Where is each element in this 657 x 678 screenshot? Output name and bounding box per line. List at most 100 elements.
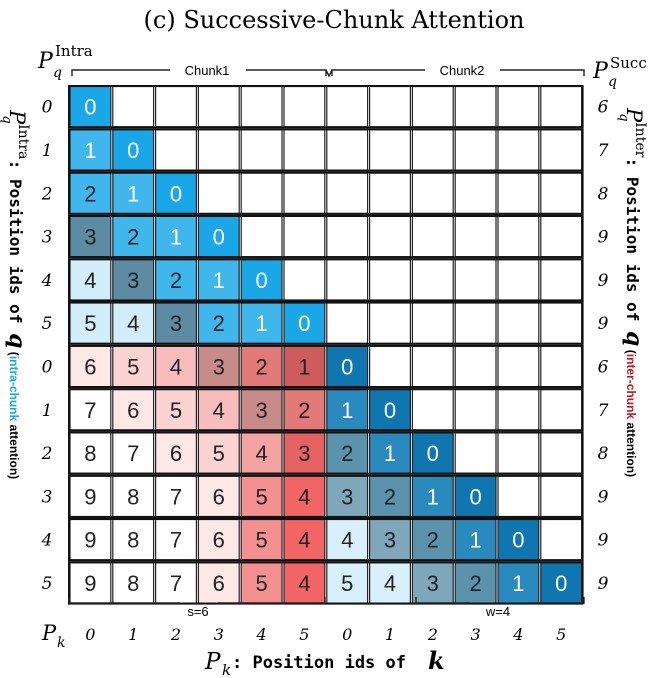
matrix-cell <box>283 172 326 215</box>
col-id: 1 <box>128 625 138 644</box>
cell-rect <box>497 562 540 604</box>
matrix-cell: 3 <box>283 432 326 474</box>
cell-rect <box>112 518 155 561</box>
row-id-right: 9 <box>598 574 609 594</box>
row-id-right: 6 <box>598 98 609 118</box>
row-id-left: 0 <box>42 98 53 118</box>
matrix-cell <box>197 85 240 128</box>
cell-value: 1 <box>298 354 310 379</box>
right-header-sub: q <box>608 74 617 90</box>
left-vertical-label: PIntraq: Position ids of q (intra-chunk … <box>0 109 31 479</box>
chunk-braces: Chunk1 Chunk2 <box>71 63 585 78</box>
cell-rect <box>155 129 198 171</box>
right-vlabel-base: P <box>622 107 646 123</box>
col-id: 1 <box>385 625 395 644</box>
matrix-cell <box>326 172 369 215</box>
matrix-cell: 3 <box>112 259 155 301</box>
cell-value: 3 <box>255 398 267 423</box>
cell-rect <box>497 432 540 474</box>
cell-rect <box>326 345 369 388</box>
col-id: 4 <box>256 625 267 644</box>
matrix-cell: 2 <box>411 518 454 561</box>
cell-rect <box>540 389 583 431</box>
row-id-left: 2 <box>41 444 53 464</box>
right-vlabel-sub: q <box>616 113 631 121</box>
matrix-cell <box>411 215 454 258</box>
cell-rect <box>540 475 583 518</box>
matrix-cell <box>454 215 497 258</box>
cell-value: 3 <box>384 528 396 553</box>
chunk1-label: Chunk1 <box>185 63 230 78</box>
left-header-base: P <box>37 49 54 74</box>
matrix-cell: 2 <box>369 475 412 518</box>
matrix-cell: 5 <box>240 518 283 561</box>
cell-rect <box>497 215 540 258</box>
cell-value: 0 <box>512 528 524 553</box>
svg-text:PIntraq: Position ids of q (in: PIntraq: Position ids of q (intra-chunk … <box>0 109 31 479</box>
cell-value: 3 <box>127 268 139 293</box>
matrix-cell: 1 <box>369 432 412 474</box>
col-id: 3 <box>214 625 224 644</box>
cell-value: 0 <box>255 268 267 293</box>
cell-rect <box>326 129 369 171</box>
matrix-cell <box>326 302 369 344</box>
matrix-cell: 2 <box>283 389 326 431</box>
cell-rect <box>112 389 155 431</box>
cell-rect <box>454 518 497 561</box>
left-vlabel-colored: intra-chunk <box>7 356 21 422</box>
row-id-right: 8 <box>598 444 609 464</box>
cell-rect <box>369 345 412 388</box>
cell-rect <box>240 129 283 171</box>
matrix-cell: 7 <box>155 518 198 561</box>
matrix-cell: 7 <box>112 432 155 474</box>
cell-value: 9 <box>84 484 96 509</box>
row-border <box>68 128 584 172</box>
col-axis-sub: k <box>57 635 65 651</box>
col-id: 3 <box>471 625 481 644</box>
cell-rect <box>283 215 326 258</box>
matrix-cell <box>454 302 497 344</box>
cell-rect <box>454 85 497 128</box>
cell-rect <box>112 215 155 258</box>
cell-rect <box>326 259 369 301</box>
cell-rect <box>197 389 240 431</box>
left-vlabel-sub: q <box>0 115 14 123</box>
matrix-cell: 8 <box>112 518 155 561</box>
row-id-right: 7 <box>598 141 609 161</box>
cell-value: 6 <box>213 528 225 553</box>
col-id: 2 <box>170 625 181 644</box>
cell-value: 0 <box>127 138 139 163</box>
x-title-var: k <box>428 646 445 675</box>
matrix-cell <box>540 259 583 301</box>
matrix-cell: 2 <box>69 172 112 215</box>
row-border <box>68 344 584 389</box>
cell-value: 2 <box>84 181 96 206</box>
cell-rect <box>283 302 326 344</box>
col-id: 5 <box>556 625 566 644</box>
cell-rect <box>112 172 155 215</box>
cell-rect <box>240 215 283 258</box>
matrix-cell: 0 <box>240 259 283 301</box>
cell-value: 0 <box>427 441 439 466</box>
matrix-cell <box>540 302 583 344</box>
row-id-right: 9 <box>598 314 609 334</box>
cell-rect <box>540 85 583 128</box>
cell-value: 8 <box>127 528 139 553</box>
matrix-cell: 0 <box>411 432 454 474</box>
matrix-cell <box>540 172 583 215</box>
left-vlabel-rest: attention) <box>7 421 21 479</box>
matrix-cell: 2 <box>197 302 240 344</box>
matrix-cell: 4 <box>112 302 155 344</box>
right-vlabel-open: ( <box>624 346 638 353</box>
right-vertical-label: PInterq: Position ids of q (inter-chunk … <box>616 107 648 477</box>
cell-rect <box>497 172 540 215</box>
matrix-cell: 6 <box>112 389 155 431</box>
cell-rect <box>326 85 369 128</box>
cell-rect <box>454 389 497 431</box>
cell-rect <box>454 215 497 258</box>
matrix-cell: 1 <box>283 345 326 388</box>
matrix-cell: 6 <box>197 518 240 561</box>
matrix-cell: 8 <box>69 432 112 474</box>
bottom-braces: s=6 w=4 <box>68 597 585 619</box>
